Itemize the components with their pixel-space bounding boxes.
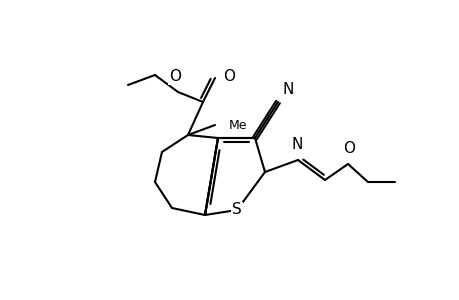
Text: Me: Me <box>229 118 247 131</box>
Text: N: N <box>282 82 294 97</box>
Text: O: O <box>168 69 180 84</box>
Text: S: S <box>232 202 241 217</box>
Text: N: N <box>291 137 302 152</box>
Text: O: O <box>342 141 354 156</box>
Text: O: O <box>223 68 235 83</box>
